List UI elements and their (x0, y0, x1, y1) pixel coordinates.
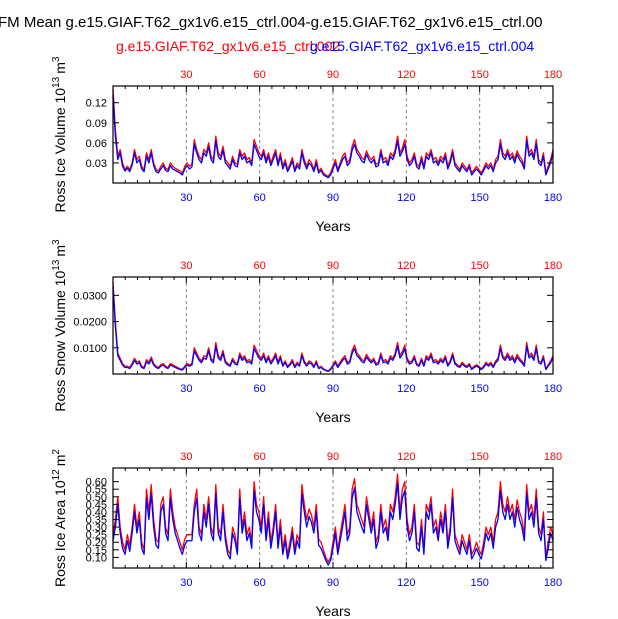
y-tick-label-3: 0.12 (86, 98, 107, 110)
y-axis-label: Ross Ice Area 1012 m2 (51, 449, 68, 587)
series-line-ctrl-004 (112, 287, 554, 373)
x-tick-label-top-180: 180 (544, 260, 562, 272)
x-tick-label-bottom-150: 150 (470, 577, 488, 589)
x-tick-label-top-120: 120 (397, 69, 415, 81)
y-tick-label-1: 0.15 (86, 545, 107, 557)
y-axis-label-name: Ross Ice Area 10 (52, 480, 68, 587)
x-tick-label-top-150: 150 (470, 69, 488, 81)
x-tick-label-bottom-150: 150 (470, 192, 488, 204)
y-tick-label-6: 0.40 (86, 507, 107, 519)
panel-1: 30 30 60 60 90 90 120 120 150 150 180 180 0.03 0.06 0.… (51, 56, 562, 234)
x-tick-label-bottom-60: 60 (254, 383, 266, 395)
legend-series-a: g.e15.GIAF.T62_gx1v6.e15_ctrl.002 (116, 38, 340, 54)
x-axis-label: Years (315, 218, 350, 234)
y-axis-unit-exponent: 13 (51, 76, 62, 88)
x-tick-label-top-180: 180 (544, 69, 562, 81)
x-tick-label-top-30: 30 (180, 451, 192, 463)
x-tick-label-top-90: 90 (327, 260, 339, 272)
x-tick-label-bottom-60: 60 (254, 577, 266, 589)
x-tick-label-top-90: 90 (327, 69, 339, 81)
x-tick-label-bottom-60: 60 (254, 192, 266, 204)
series-line-ctrl-004 (112, 482, 554, 566)
y-axis-unit-power: 2 (51, 449, 62, 455)
x-tick-label-top-120: 120 (397, 451, 415, 463)
y-tick-label-1: 0.06 (86, 138, 107, 150)
x-tick-label-bottom-120: 120 (397, 192, 415, 204)
x-tick-label-bottom-30: 30 (180, 383, 192, 395)
y-axis-unit-exponent: 12 (51, 469, 62, 481)
y-tick-label-2: 0.0300 (73, 290, 107, 302)
y-axis-unit-power: 3 (51, 239, 62, 245)
x-tick-label-bottom-180: 180 (544, 577, 562, 589)
series-line-ctrl-002 (112, 473, 554, 563)
y-tick-label-2: 0.20 (86, 537, 107, 549)
x-tick-label-bottom-180: 180 (544, 192, 562, 204)
x-tick-label-top-150: 150 (470, 451, 488, 463)
x-tick-label-top-90: 90 (327, 451, 339, 463)
x-tick-label-bottom-90: 90 (327, 577, 339, 589)
y-axis-label-name: Ross Snow Volume 10 (52, 271, 68, 412)
y-axis-label: Ross Ice Volume 1013 m3 (51, 56, 68, 212)
y-tick-label-1: 0.0200 (73, 317, 107, 329)
series-line-ctrl-004 (112, 95, 554, 179)
y-tick-label-4: 0.30 (86, 522, 107, 534)
y-tick-label-10: 0.60 (86, 477, 107, 489)
y-tick-label-5: 0.35 (86, 515, 107, 527)
y-axis-unit-m: m (52, 455, 68, 467)
x-tick-label-top-30: 30 (180, 69, 192, 81)
x-tick-label-top-120: 120 (397, 260, 415, 272)
y-tick-label-7: 0.45 (86, 499, 107, 511)
series-line-ctrl-002 (112, 282, 554, 372)
y-tick-label-0: 0.10 (86, 552, 107, 564)
legend-series-b: g.e15.GIAF.T62_gx1v6.e15_ctrl.004 (310, 38, 534, 54)
y-tick-label-0: 0.0100 (73, 343, 107, 355)
y-axis-label: Ross Snow Volume 1013 m3 (51, 239, 68, 412)
y-axis-unit-power: 3 (51, 56, 62, 62)
y-tick-label-0: 0.03 (86, 158, 107, 170)
y-tick-label-8: 0.50 (86, 492, 107, 504)
x-tick-label-bottom-90: 90 (327, 192, 339, 204)
x-tick-label-top-180: 180 (544, 451, 562, 463)
y-axis-unit-exponent: 13 (51, 259, 62, 271)
x-tick-label-bottom-30: 30 (180, 577, 192, 589)
x-tick-label-top-60: 60 (254, 451, 266, 463)
y-tick-label-3: 0.25 (86, 530, 107, 542)
x-tick-label-bottom-150: 150 (470, 383, 488, 395)
x-axis-label: Years (315, 409, 350, 425)
y-tick-label-2: 0.09 (86, 118, 107, 130)
y-tick-label-9: 0.55 (86, 484, 107, 496)
x-tick-label-bottom-90: 90 (327, 383, 339, 395)
panel-2: 30 30 60 60 90 90 120 120 150 150 180 180 0.0100 0.02… (51, 239, 562, 425)
x-axis-label: Years (315, 603, 350, 619)
y-axis-unit-m: m (52, 62, 68, 74)
x-tick-label-top-30: 30 (180, 260, 192, 272)
x-tick-label-top-150: 150 (470, 260, 488, 272)
x-tick-label-top-60: 60 (254, 69, 266, 81)
x-tick-label-bottom-180: 180 (544, 383, 562, 395)
series-line-ctrl-002 (112, 89, 554, 177)
x-tick-label-bottom-120: 120 (397, 577, 415, 589)
panel-3: 3030606090901201201501501801800.100.150.… (51, 449, 562, 619)
y-axis-unit-m: m (52, 245, 68, 257)
y-axis-label-name: Ross Ice Volume 10 (52, 88, 68, 213)
x-tick-label-bottom-120: 120 (397, 383, 415, 395)
x-tick-label-top-60: 60 (254, 260, 266, 272)
chart-title: FM Mean g.e15.GIAF.T62_gx1v6.e15_ctrl.00… (0, 14, 542, 31)
x-tick-label-bottom-30: 30 (180, 192, 192, 204)
